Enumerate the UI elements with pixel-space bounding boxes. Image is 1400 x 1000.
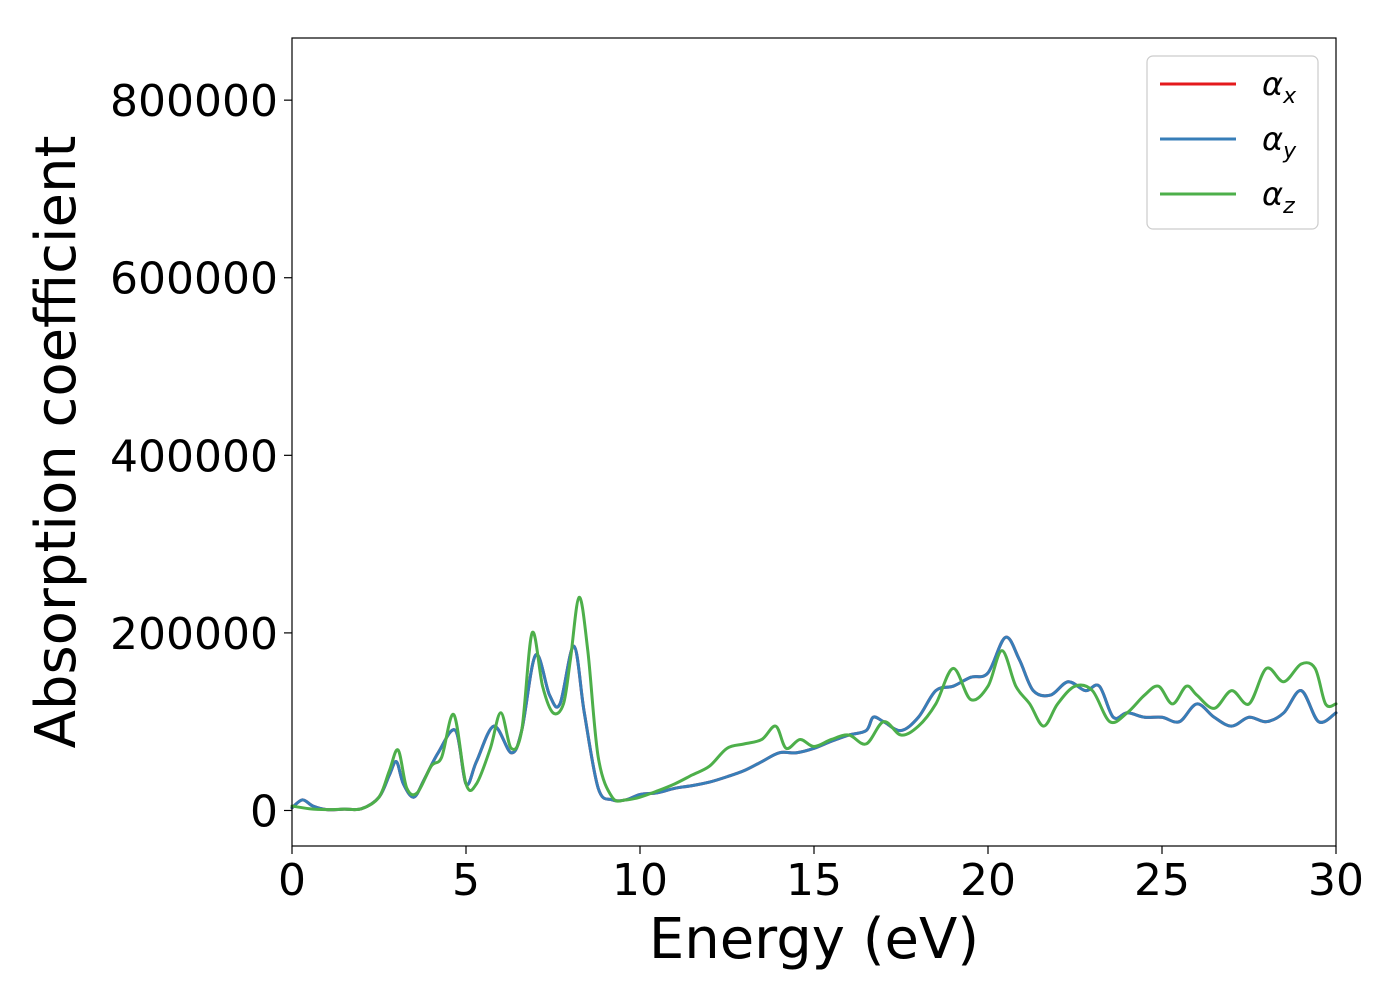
- y-tick-label: 0: [250, 786, 278, 837]
- x-tick-label: 20: [960, 855, 1016, 906]
- legend-entries: αx αy αz: [1160, 65, 1297, 219]
- x-tick-label: 25: [1134, 855, 1190, 906]
- series-layer: [290, 595, 1338, 812]
- legend: αx αy αz: [1146, 55, 1319, 230]
- y-tick-label: 400000: [110, 431, 278, 482]
- y-axis-title: Absorption coefficient: [24, 136, 89, 749]
- x-tick-label: 30: [1308, 855, 1364, 906]
- x-tick-label: 15: [786, 855, 842, 906]
- legend-box: [1146, 55, 1319, 230]
- x-axis-title: Energy (eV): [649, 907, 979, 972]
- y-axis-ticks: 0 200000 400000 600000 800000: [110, 76, 292, 837]
- y-tick-label: 200000: [110, 609, 278, 660]
- x-tick-label: 10: [612, 855, 668, 906]
- series-line-z: [290, 595, 1338, 812]
- x-tick-label: 0: [278, 855, 306, 906]
- legend-label-z: αz: [1262, 175, 1295, 219]
- x-axis-ticks: 0 5 10 15 20 25 30: [278, 846, 1364, 906]
- x-tick-label: 5: [452, 855, 480, 906]
- legend-label-x: αx: [1262, 65, 1297, 109]
- y-tick-label: 600000: [110, 254, 278, 305]
- y-tick-label: 800000: [110, 76, 278, 127]
- legend-label-y: αy: [1262, 120, 1297, 164]
